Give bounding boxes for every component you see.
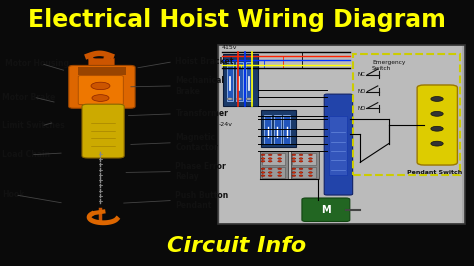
Circle shape [292,172,296,173]
Circle shape [92,95,109,101]
Circle shape [268,175,272,176]
Text: Pendant Switch: Pendant Switch [407,170,462,175]
Circle shape [299,175,303,176]
Text: Hoist Bracket: Hoist Bracket [175,57,234,66]
Circle shape [278,154,282,156]
Bar [283,115,290,144]
Circle shape [292,158,296,159]
Circle shape [299,168,303,169]
Text: Limit Switches: Limit Switches [2,122,65,130]
Circle shape [227,98,233,100]
Bar [220,46,462,223]
Bar [264,115,271,144]
Text: Emergency
Switch: Emergency Switch [372,60,405,71]
Circle shape [261,161,265,162]
Bar [292,153,316,165]
Bar [78,67,126,75]
Circle shape [309,161,312,162]
Circle shape [299,172,303,173]
Bar [236,62,243,101]
FancyBboxPatch shape [324,94,353,195]
Circle shape [261,175,265,176]
Circle shape [261,154,265,156]
Circle shape [246,64,252,66]
Circle shape [261,168,265,169]
Text: Circuit Info: Circuit Info [167,236,307,256]
Circle shape [292,168,296,169]
Circle shape [237,64,242,66]
Circle shape [309,158,312,159]
Bar [88,58,114,68]
Text: Push Button
Pendant: Push Button Pendant [175,191,228,210]
Circle shape [278,158,282,159]
FancyBboxPatch shape [417,85,457,165]
Circle shape [268,172,272,173]
Circle shape [309,154,312,156]
Circle shape [431,126,443,131]
Circle shape [268,158,272,159]
Text: Hook: Hook [2,190,25,199]
Circle shape [299,161,303,162]
FancyBboxPatch shape [78,76,123,105]
Circle shape [292,154,296,156]
FancyBboxPatch shape [69,65,135,108]
Circle shape [91,82,110,90]
Bar [291,151,319,179]
Circle shape [278,175,282,176]
Circle shape [246,98,252,100]
Circle shape [261,172,265,173]
Bar [227,62,233,101]
Text: Phase Error
Relay: Phase Error Relay [175,162,226,181]
Bar [261,110,296,147]
Circle shape [299,158,303,159]
Circle shape [268,154,272,156]
Circle shape [278,168,282,169]
Circle shape [278,161,282,162]
Circle shape [431,111,443,116]
Bar [218,45,465,224]
Circle shape [292,175,296,176]
Text: NC: NC [357,72,365,77]
Text: Load Chain: Load Chain [2,150,51,159]
Text: Magnetic
Contactor: Magnetic Contactor [175,133,218,152]
Circle shape [309,175,312,176]
Circle shape [278,172,282,173]
FancyBboxPatch shape [82,104,124,158]
Bar [274,115,281,144]
Circle shape [237,98,242,100]
Bar [260,151,288,179]
Circle shape [299,154,303,156]
Text: Electrical Hoist Wiring Diagram: Electrical Hoist Wiring Diagram [28,8,446,32]
Circle shape [431,141,443,146]
Text: 415v: 415v [222,45,237,50]
Circle shape [268,161,272,162]
Text: Transformer: Transformer [175,109,228,118]
Circle shape [431,97,443,101]
Bar [246,62,252,101]
Text: NO: NO [357,89,366,94]
FancyBboxPatch shape [302,198,350,222]
Text: Motor Brake: Motor Brake [2,93,56,102]
Text: NO: NO [357,106,366,111]
Circle shape [268,168,272,169]
Text: -24v: -24v [219,122,233,127]
Bar [262,153,285,165]
Bar [223,54,258,106]
Circle shape [261,158,265,159]
Circle shape [227,64,233,66]
Circle shape [292,161,296,162]
Bar [262,167,285,178]
Text: Motor Housing: Motor Housing [5,59,69,68]
Text: M: M [321,205,331,215]
Circle shape [309,172,312,173]
Circle shape [309,168,312,169]
Bar [353,54,460,175]
Text: Mechanical
Brake: Mechanical Brake [175,76,224,95]
Bar [329,116,347,175]
Bar [292,167,316,178]
